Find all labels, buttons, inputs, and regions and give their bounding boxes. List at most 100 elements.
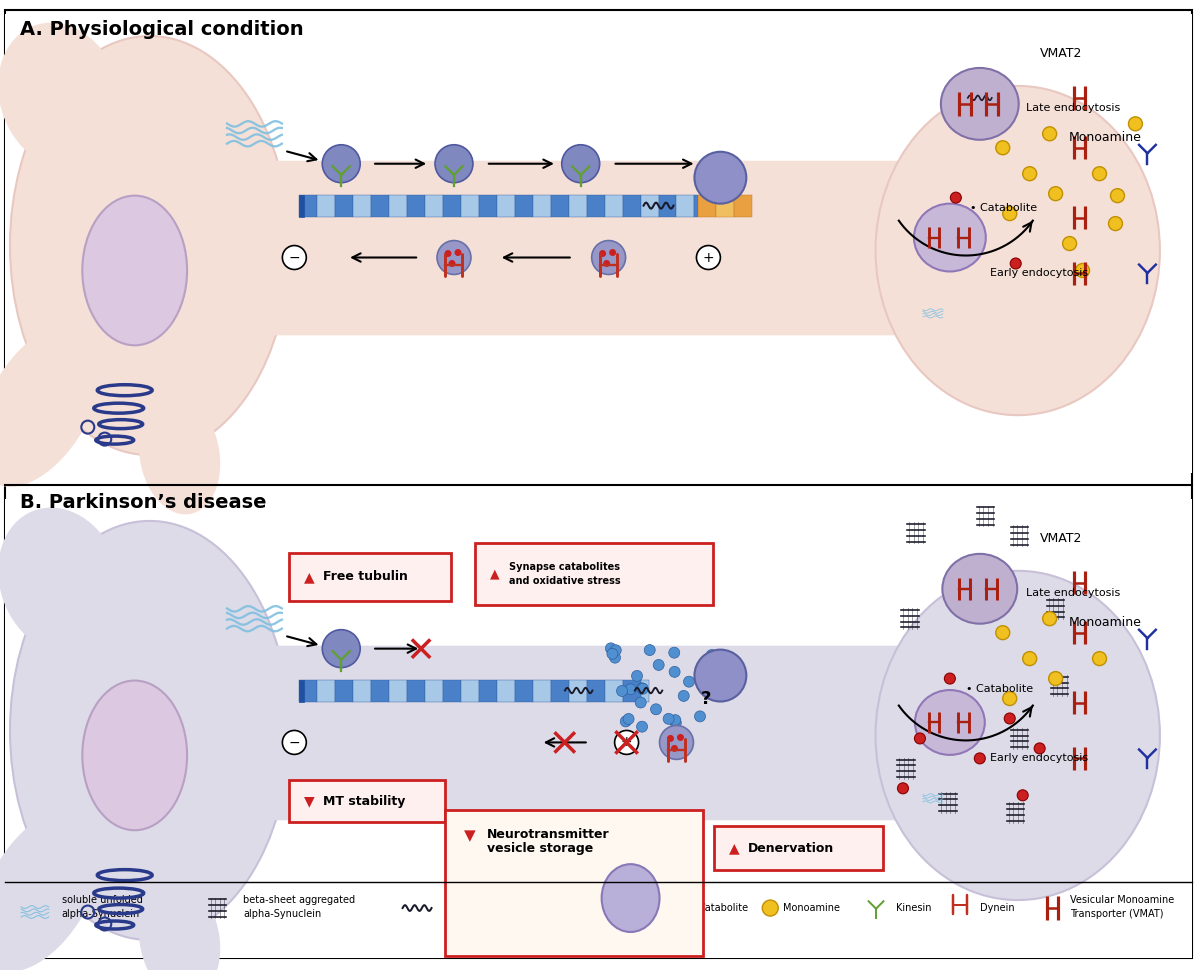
Ellipse shape [941, 68, 1019, 140]
Bar [698, 194, 716, 217]
Circle shape [667, 735, 674, 742]
Circle shape [950, 192, 961, 203]
Bar [515, 680, 533, 701]
Circle shape [684, 676, 695, 687]
Circle shape [449, 260, 456, 267]
Text: Free tubulin: Free tubulin [323, 570, 408, 584]
Text: Early endocytosis: Early endocytosis [990, 268, 1088, 279]
Circle shape [914, 733, 925, 744]
Circle shape [679, 901, 694, 915]
Circle shape [607, 649, 618, 659]
Circle shape [1063, 237, 1076, 251]
Bar [716, 194, 734, 217]
FancyBboxPatch shape [714, 826, 883, 870]
Bar [299, 194, 305, 217]
Bar [533, 194, 551, 217]
Circle shape [1049, 672, 1063, 686]
Bar [587, 194, 605, 217]
Bar [551, 194, 569, 217]
Circle shape [944, 673, 955, 684]
Circle shape [664, 714, 674, 724]
Bar [353, 680, 371, 701]
Text: ▼: ▼ [305, 794, 314, 808]
Bar [5, 14, 1193, 473]
Circle shape [323, 145, 360, 183]
Bar [299, 680, 305, 701]
Ellipse shape [139, 881, 221, 971]
Circle shape [1010, 258, 1021, 269]
Circle shape [323, 629, 360, 668]
Bar [515, 194, 533, 217]
Bar [605, 680, 623, 701]
Bar [317, 194, 335, 217]
Text: MT stability: MT stability [323, 795, 406, 808]
Circle shape [623, 714, 634, 724]
Bar [497, 194, 515, 217]
Circle shape [671, 718, 682, 728]
Circle shape [455, 249, 462, 256]
Circle shape [637, 684, 648, 694]
Circle shape [437, 241, 470, 275]
Text: ▲: ▲ [730, 841, 740, 855]
Ellipse shape [0, 22, 121, 169]
Bar [641, 680, 648, 701]
Circle shape [668, 647, 679, 658]
Circle shape [671, 745, 678, 752]
Bar [317, 680, 335, 701]
Circle shape [1022, 652, 1037, 665]
Circle shape [1018, 789, 1028, 801]
Text: • Catabolite: • Catabolite [970, 203, 1037, 213]
Text: • Catabolite: • Catabolite [966, 684, 1033, 693]
Bar [569, 194, 587, 217]
Circle shape [650, 704, 661, 715]
Ellipse shape [914, 690, 985, 754]
Bar [605, 194, 623, 217]
Circle shape [611, 645, 622, 655]
Text: soluble unfolded: soluble unfolded [62, 895, 143, 905]
Circle shape [660, 725, 694, 759]
Bar [443, 194, 461, 217]
Text: ▲: ▲ [305, 570, 314, 584]
Bar [479, 680, 497, 701]
Ellipse shape [0, 323, 102, 486]
Text: alpha-helical: alpha-helical [446, 895, 510, 905]
Bar [389, 680, 407, 701]
Bar [695, 194, 698, 217]
Bar [623, 680, 641, 701]
Text: Early endocytosis: Early endocytosis [990, 753, 1088, 763]
Bar [299, 680, 317, 701]
FancyBboxPatch shape [289, 552, 451, 601]
Bar [497, 680, 515, 701]
Circle shape [620, 716, 631, 727]
Circle shape [1075, 263, 1090, 278]
Circle shape [614, 730, 638, 754]
Text: −: − [288, 251, 300, 264]
Circle shape [635, 697, 646, 708]
Circle shape [996, 625, 1009, 640]
Text: Neurotransmitter: Neurotransmitter [487, 828, 610, 841]
Circle shape [1043, 612, 1057, 625]
Bar [407, 680, 425, 701]
Text: Denervation: Denervation [749, 842, 834, 854]
Text: Dynein: Dynein [979, 903, 1014, 913]
Text: +: + [620, 735, 632, 750]
Circle shape [282, 246, 306, 270]
Bar [623, 194, 641, 217]
Circle shape [1022, 167, 1037, 181]
Circle shape [604, 260, 610, 267]
Text: Monoamine: Monoamine [1069, 617, 1142, 629]
Text: Transporter (VMAT): Transporter (VMAT) [1069, 909, 1163, 919]
Bar [353, 194, 371, 217]
Circle shape [625, 684, 636, 694]
Ellipse shape [876, 85, 1160, 416]
Text: VMAT2: VMAT2 [1039, 48, 1082, 60]
Text: and oxidative stress: and oxidative stress [509, 576, 620, 586]
Text: −: − [288, 735, 300, 750]
Text: Kinesin: Kinesin [896, 903, 931, 913]
Circle shape [668, 725, 679, 737]
Text: Late endocytosis: Late endocytosis [1026, 103, 1120, 113]
Circle shape [762, 900, 779, 916]
Ellipse shape [139, 396, 221, 515]
FancyBboxPatch shape [289, 781, 445, 822]
Bar [533, 680, 551, 701]
